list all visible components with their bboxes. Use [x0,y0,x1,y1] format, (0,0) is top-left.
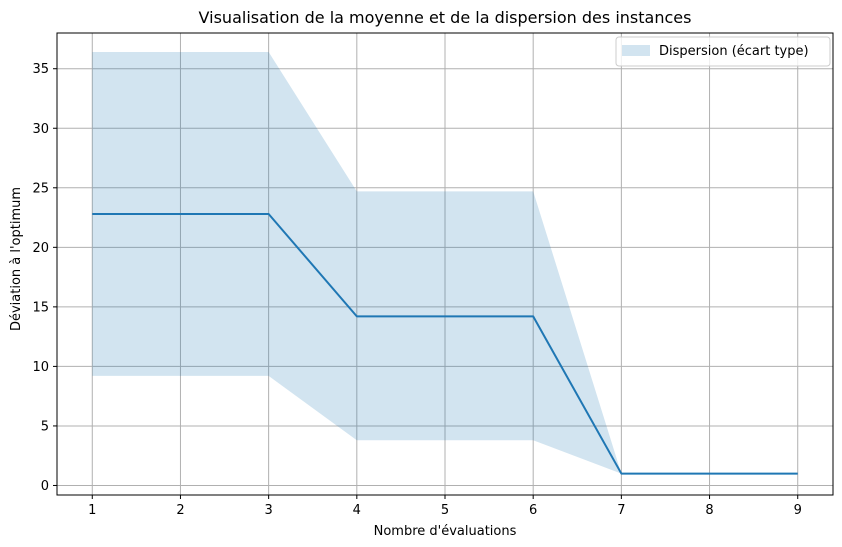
y-tick-label: 35 [32,62,49,77]
chart-title: Visualisation de la moyenne et de la dis… [199,8,692,27]
y-tick-label: 30 [32,122,49,137]
x-axis: 1 2 3 4 5 6 7 8 9 [88,495,802,518]
legend-swatch [622,45,650,56]
mean-line [92,212,798,475]
x-tick-label: 6 [529,503,537,518]
y-tick-label: 15 [32,300,49,315]
legend: Dispersion (écart type) [615,36,831,67]
x-tick-label: 9 [794,503,802,518]
line-layer [92,212,798,475]
x-tick-label: 8 [705,503,713,518]
legend-frame [615,36,831,67]
y-tick-label: 25 [32,181,49,196]
y-tick-label: 20 [32,241,49,256]
x-tick-label: 3 [264,503,272,518]
dispersion-band [92,52,798,474]
band-layer [92,52,798,474]
grid [57,33,833,495]
x-tick-label: 2 [176,503,184,518]
legend-label: Dispersion (écart type) [659,44,809,59]
y-tick-label: 10 [32,360,49,375]
x-tick-label: 7 [617,503,625,518]
y-axis-label: Déviation à l'optimum [9,187,24,331]
y-axis: 0 5 10 15 20 25 30 35 [32,62,57,494]
x-tick-label: 4 [353,503,361,518]
y-tick-label: 5 [41,419,49,434]
x-axis-label: Nombre d'évaluations [374,524,517,539]
x-tick-label: 1 [88,503,96,518]
x-tick-label: 5 [441,503,449,518]
y-tick-label: 0 [41,479,49,494]
